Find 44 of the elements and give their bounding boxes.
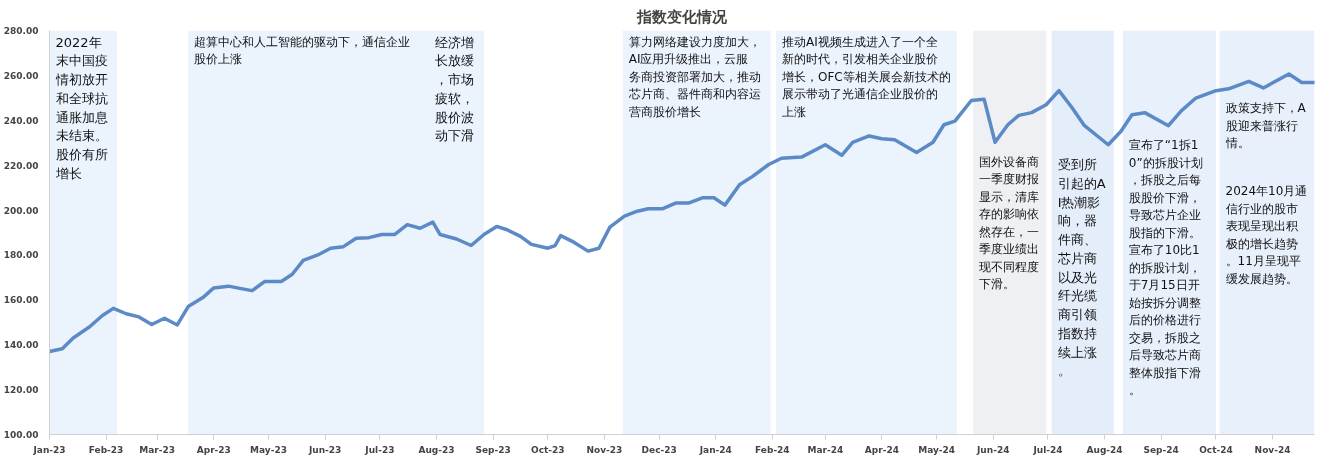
y-tick-label: 120.00 xyxy=(3,385,39,396)
y-tick-label: 200.00 xyxy=(3,205,39,216)
x-tick-label: Jun-23 xyxy=(307,444,342,455)
chart-title: 指数变化情况 xyxy=(636,7,728,26)
x-tick-label: Feb-23 xyxy=(88,444,124,455)
x-tick-label: Feb-24 xyxy=(755,444,790,455)
y-tick-label: 220.00 xyxy=(3,160,39,171)
x-tick-label: Sep-23 xyxy=(475,444,511,455)
x-tick-label: Aug-23 xyxy=(418,444,455,455)
x-tick-label: Sep-24 xyxy=(1143,444,1179,455)
x-tick-label: Jan-23 xyxy=(32,444,66,455)
x-tick-label: Jul-24 xyxy=(1032,444,1063,455)
band-label: 算力网络建设力度加大，AI应用升级推出，云服务商投资部署加大，推动芯片商、器件商和内容运营商股价增长 xyxy=(627,34,761,119)
x-tick-label: Mar-24 xyxy=(807,444,844,455)
x-tick-label: Aug-24 xyxy=(1086,444,1123,455)
x-tick-label: Dec-23 xyxy=(641,444,677,455)
y-tick-label: 240.00 xyxy=(3,115,39,126)
y-tick-label: 160.00 xyxy=(3,295,39,306)
x-tick-label: Nov-23 xyxy=(586,444,623,455)
band-label: 政策支持下，A股迎来普涨行情。 xyxy=(1224,101,1307,151)
x-tick-label: Jul-23 xyxy=(364,444,395,455)
x-tick-label: Mar-23 xyxy=(139,444,176,455)
annotation: 2024年10月通信行业的股市表现呈现出积极的增长趋势。11月呈现平缓发展趋势。 xyxy=(1224,184,1308,286)
y-tick-label: 100.00 xyxy=(3,430,39,440)
text: 宣布了“1拆10”的拆股计划，拆股之后每股股价下滑，导致芯片企业股指的下滑。宣布了10比1的拆股计划，于7月15日开始按拆分调整后的价格进行交易，拆股之后导致芯片商整体股指下滑。 xyxy=(1128,138,1203,398)
y-tick-label: 260.00 xyxy=(3,70,39,81)
x-tick-label: Jan-24 xyxy=(698,444,732,455)
x-tick-label: Nov-24 xyxy=(1254,444,1291,455)
x-tick-label: Oct-24 xyxy=(1199,444,1233,455)
x-tick-label: Apr-23 xyxy=(196,444,231,455)
x-tick-label: Oct-23 xyxy=(531,444,565,455)
y-tick-label: 140.00 xyxy=(3,340,39,351)
x-tick-label: May-24 xyxy=(918,444,956,455)
x-tick-label: Apr-24 xyxy=(864,444,899,455)
y-tick-label: 280.00 xyxy=(3,26,39,36)
band-label: 超算中心和人工智能的驱动下，通信企业股价上涨 xyxy=(194,34,411,66)
band-label: 国外设备商一季度财报显示，清库存的影响依然存在，一季度业绩出现不同程度下滑。 xyxy=(979,154,1040,292)
y-tick-label: 180.00 xyxy=(3,250,39,261)
text: 受到所引起的AI热潮影响，器件商、芯片商以及光纤光缆商引领指数持续上涨。 xyxy=(1057,157,1106,379)
band-label: 经济增长放缓，市场疲软，股价波动下滑 xyxy=(435,34,475,144)
band-label: 推动AI视频生成进入了一个全新的时代，引发相关企业股价增长，OFC等相关展会新技术的展示带动了光通信企业股价的上涨 xyxy=(781,34,951,119)
x-tick-label: Jun-24 xyxy=(976,444,1010,455)
x-tick-label: May-23 xyxy=(250,444,287,455)
band-label: 2022年末中国疫情初放开和全球抗通胀加息未结束。股价有所增长 xyxy=(54,34,108,181)
